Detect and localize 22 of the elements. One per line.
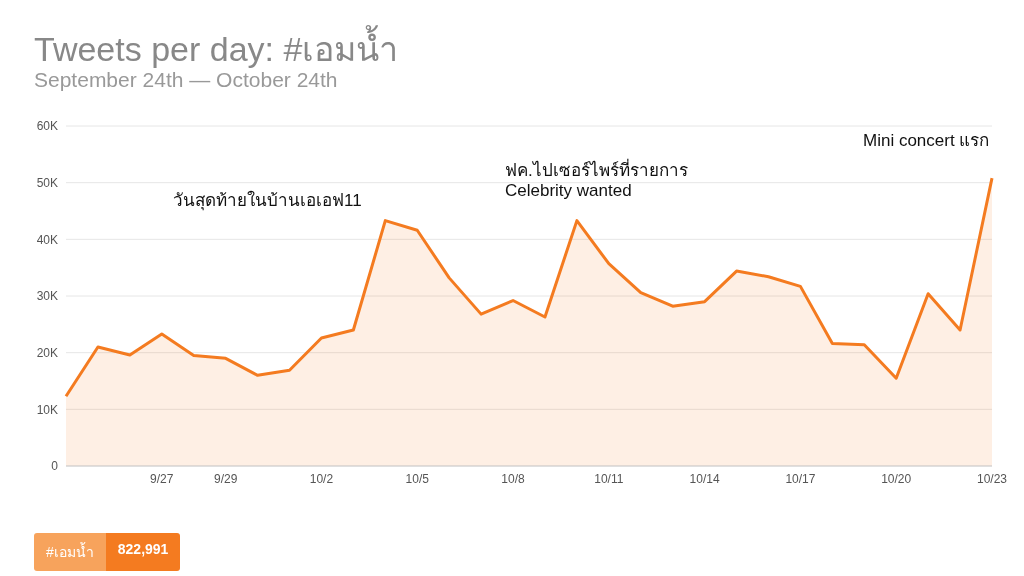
y-tick-label: 60K bbox=[36, 119, 58, 134]
y-tick-label: 30K bbox=[36, 289, 58, 304]
text: #เอมน้ำ 822,991 bbox=[46, 541, 169, 560]
annotation: วันสุดท้ายในบ้านเอเอฟ11 bbox=[173, 191, 362, 212]
annotation: Mini concert แรก bbox=[863, 131, 990, 152]
y-tick-label: 0 bbox=[51, 459, 59, 474]
x-tick-label: 10/14 bbox=[689, 471, 720, 486]
x-tick-label: 10/23 bbox=[976, 471, 1008, 486]
y-tick-label: 50K bbox=[36, 175, 58, 190]
chart-subtitle: September 24th — October 24th bbox=[34, 68, 338, 92]
x-tick-label: 10/2 bbox=[309, 471, 334, 486]
x-tick-label: 9/29 bbox=[213, 471, 238, 486]
x-tick-label: 10/20 bbox=[881, 471, 912, 486]
y-tick-label: 10K bbox=[36, 402, 58, 417]
x-tick-label: 10/8 bbox=[501, 471, 526, 486]
x-tick-label: 9/27 bbox=[150, 471, 174, 486]
x-tick-label: 10/11 bbox=[594, 471, 624, 486]
chart-title: Tweets per day: #เอมน้ำ bbox=[34, 24, 399, 70]
y-tick-label: 20K bbox=[36, 345, 58, 360]
y-tick-label: 40K bbox=[36, 232, 58, 247]
x-tick-label: 10/5 bbox=[405, 471, 430, 486]
x-tick-label: 10/17 bbox=[785, 471, 816, 486]
